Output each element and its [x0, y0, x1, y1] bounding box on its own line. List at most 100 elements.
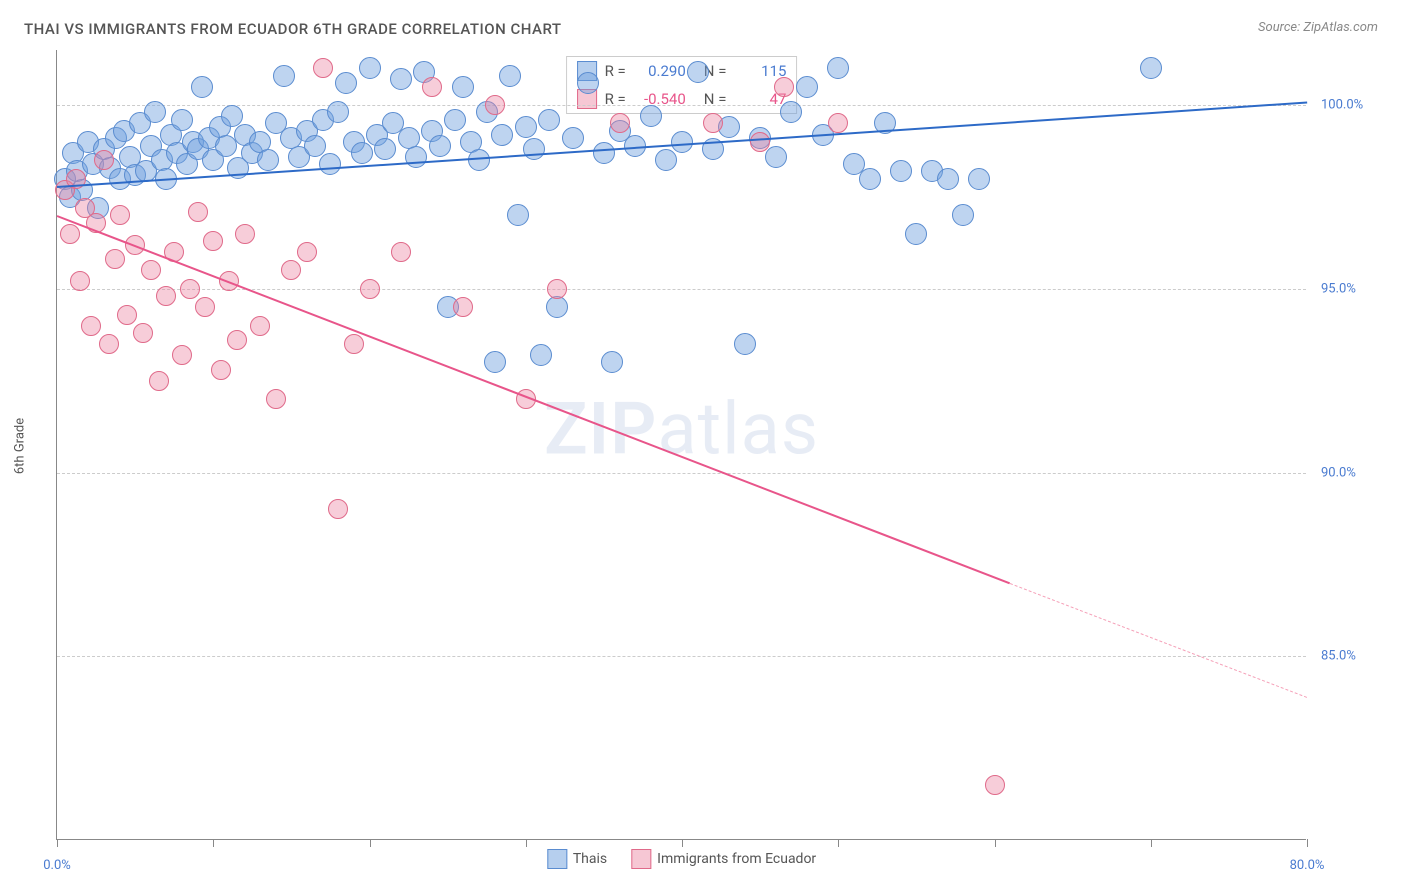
scatter-plot-area: ZIPatlas R =0.290N =115R =-0.540N =47 85… — [56, 50, 1306, 840]
data-point — [351, 142, 373, 164]
data-point — [484, 351, 506, 373]
x-tick — [995, 839, 996, 847]
data-point — [235, 224, 255, 244]
legend-item: Thais — [547, 849, 607, 869]
data-point — [703, 113, 723, 133]
source-attribution: Source: ZipAtlas.com — [1258, 20, 1378, 35]
y-tick-label: 100.0% — [1321, 98, 1363, 113]
y-tick-label: 90.0% — [1321, 465, 1356, 480]
data-point — [655, 149, 677, 171]
data-point — [266, 389, 286, 409]
data-point — [765, 146, 787, 168]
data-point — [391, 242, 411, 262]
data-point — [360, 279, 380, 299]
x-tick — [213, 839, 214, 847]
data-point — [273, 65, 295, 87]
data-point — [191, 76, 213, 98]
trend-line — [1010, 583, 1307, 698]
data-point — [515, 116, 537, 138]
data-point — [985, 775, 1005, 795]
y-tick-label: 95.0% — [1321, 281, 1356, 296]
data-point — [319, 153, 341, 175]
data-point — [780, 101, 802, 123]
x-tick — [1307, 839, 1308, 847]
data-point — [257, 149, 279, 171]
data-point — [304, 135, 326, 157]
gridline-horizontal — [57, 105, 1306, 106]
data-point — [734, 333, 756, 355]
data-point — [297, 242, 317, 262]
data-point — [452, 76, 474, 98]
data-point — [687, 61, 709, 83]
data-point — [81, 316, 101, 336]
stats-row: R =-0.540N =47 — [567, 85, 797, 113]
chart-title: THAI VS IMMIGRANTS FROM ECUADOR 6TH GRAD… — [24, 20, 562, 38]
data-point — [640, 105, 662, 127]
stat-r-label: R = — [605, 62, 626, 80]
data-point — [499, 65, 521, 87]
trend-line — [57, 215, 1011, 584]
legend-item: Immigrants from Ecuador — [631, 849, 816, 869]
gridline-horizontal — [57, 473, 1306, 474]
data-point — [335, 72, 357, 94]
x-tick — [682, 839, 683, 847]
data-point — [250, 316, 270, 336]
data-point — [149, 371, 169, 391]
data-point — [671, 131, 693, 153]
data-point — [374, 138, 396, 160]
legend-label: Thais — [573, 851, 607, 867]
x-tick — [1151, 839, 1152, 847]
data-point — [390, 68, 412, 90]
data-point — [422, 77, 442, 97]
data-point — [188, 202, 208, 222]
data-point — [203, 231, 223, 251]
data-point — [468, 149, 490, 171]
data-point — [281, 260, 301, 280]
data-point — [70, 271, 90, 291]
data-point — [117, 305, 137, 325]
data-point — [968, 168, 990, 190]
data-point — [171, 109, 193, 131]
data-point — [99, 334, 119, 354]
x-tick-label: 80.0% — [1290, 858, 1325, 873]
data-point — [94, 150, 114, 170]
data-point — [313, 58, 333, 78]
data-point — [195, 297, 215, 317]
data-point — [1140, 57, 1162, 79]
data-point — [359, 57, 381, 79]
data-point — [180, 279, 200, 299]
y-axis-label: 6th Grade — [13, 418, 28, 474]
data-point — [110, 205, 130, 225]
watermark: ZIPatlas — [544, 386, 819, 471]
legend-label: Immigrants from Ecuador — [657, 851, 816, 867]
data-point — [327, 101, 349, 123]
x-tick — [838, 839, 839, 847]
data-point — [905, 223, 927, 245]
data-point — [344, 334, 364, 354]
data-point — [796, 76, 818, 98]
data-point — [453, 297, 473, 317]
data-point — [538, 109, 560, 131]
stat-r-value: 0.290 — [634, 62, 686, 80]
data-point — [610, 113, 630, 133]
data-point — [485, 95, 505, 115]
data-point — [601, 351, 623, 373]
data-point — [562, 127, 584, 149]
data-point — [577, 72, 599, 94]
data-point — [405, 146, 427, 168]
data-point — [774, 77, 794, 97]
data-point — [133, 323, 153, 343]
data-point — [937, 168, 959, 190]
x-tick — [370, 839, 371, 847]
data-point — [105, 249, 125, 269]
y-tick-label: 85.0% — [1321, 649, 1356, 664]
x-tick — [526, 839, 527, 847]
data-point — [144, 101, 166, 123]
data-point — [546, 296, 568, 318]
data-point — [750, 132, 770, 152]
stats-row: R =0.290N =115 — [567, 57, 797, 85]
data-point — [141, 260, 161, 280]
legend-swatch — [631, 849, 651, 869]
gridline-horizontal — [57, 656, 1306, 657]
x-tick-label: 0.0% — [43, 858, 71, 873]
